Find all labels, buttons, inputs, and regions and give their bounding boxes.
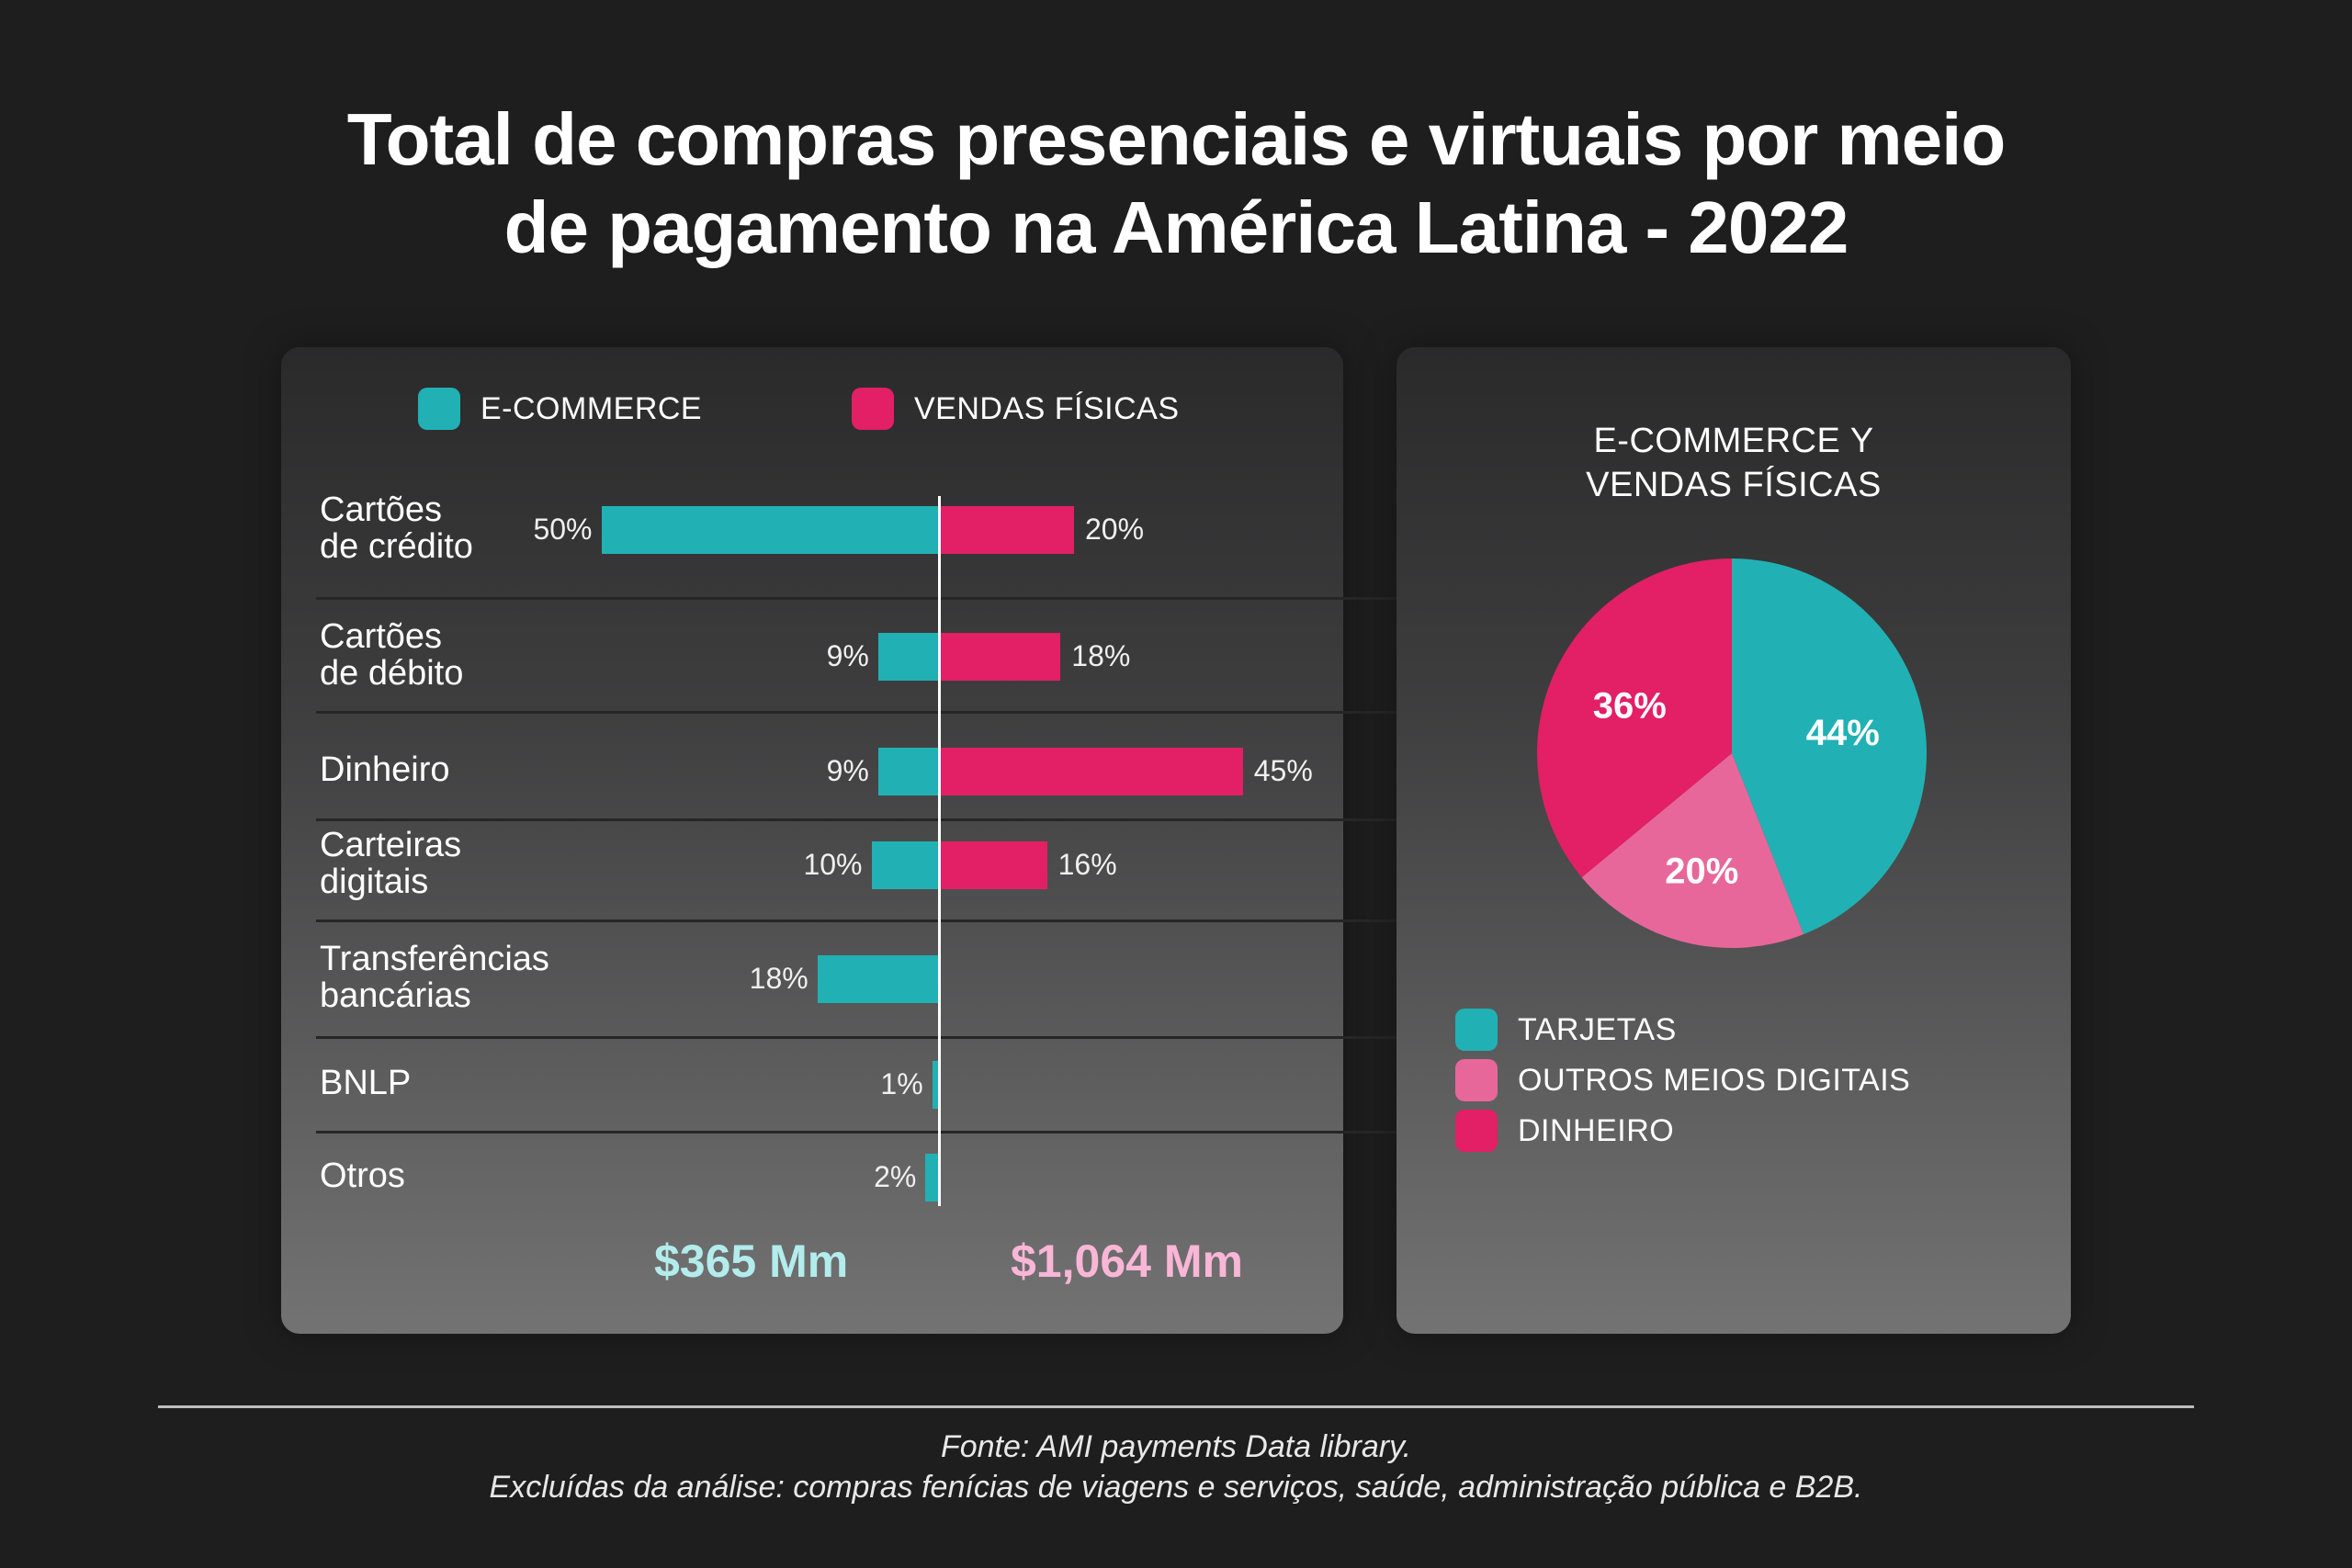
value-label-vendas-fisicas: 45% <box>1253 754 1313 787</box>
pie-slice-dinheiro <box>1537 558 1732 878</box>
pie-legend-swatch-outros-meios <box>1455 1059 1498 1101</box>
footer-divider <box>158 1405 2194 1408</box>
pie-slice-outros-meios <box>1581 753 1804 948</box>
value-label-ecommerce: 50% <box>533 513 593 546</box>
value-label-ecommerce: 18% <box>749 962 808 995</box>
value-label-ecommerce: 9% <box>826 754 869 787</box>
category-label: Transferências bancárias <box>320 940 549 1015</box>
bar-ecommerce <box>925 1154 939 1201</box>
legend-item-ecommerce: E-COMMERCE <box>418 388 702 430</box>
legend-label-vendas-fisicas: VENDAS FÍSICAS <box>914 390 1180 426</box>
category-label: Cartões de débito <box>320 617 464 693</box>
pie-slice-label: 44% <box>1806 713 1880 753</box>
row-separator <box>316 818 1589 821</box>
bar-ecommerce <box>877 633 939 681</box>
pie-slice-label: 36% <box>1593 686 1667 727</box>
category-label: Carteiras digitais <box>320 826 462 901</box>
row-separator <box>316 1036 1589 1039</box>
pie-legend-label-outros-meios: OUTROS MEIOS DIGITAIS <box>1518 1062 1911 1098</box>
bar-ecommerce <box>817 955 939 1003</box>
bar-vendas-fisicas <box>939 841 1047 889</box>
pie-legend-label-dinheiro: DINHEIRO <box>1518 1112 1675 1148</box>
pie-chart-title: E-COMMERCE Y VENDAS FÍSICAS <box>1396 419 2071 507</box>
row-separator <box>316 919 1589 922</box>
pie-legend-swatch-dinheiro <box>1455 1110 1498 1152</box>
category-label: Dinheiro <box>320 750 450 789</box>
total-vendas-fisicas: $1,064 Mm <box>1011 1235 1243 1287</box>
pie-title-line-2: VENDAS FÍSICAS <box>1586 466 1882 504</box>
pie-legend-swatch-tarjetas <box>1455 1009 1498 1051</box>
row-separator <box>316 711 1589 714</box>
legend-swatch-vendas-fisicas <box>852 388 894 430</box>
value-label-ecommerce: 9% <box>826 639 869 672</box>
page-title: Total de compras presenciais e virtuais … <box>0 96 2352 272</box>
value-label-ecommerce: 10% <box>803 848 863 881</box>
value-label-vendas-fisicas: 16% <box>1057 848 1117 881</box>
bar-ecommerce <box>932 1061 939 1109</box>
value-label-vendas-fisicas: 20% <box>1085 513 1145 546</box>
bar-vendas-fisicas <box>939 748 1243 795</box>
row-separator <box>316 1131 1589 1134</box>
value-label-vendas-fisicas: 18% <box>1071 639 1131 672</box>
bar-ecommerce <box>601 506 939 554</box>
pie-slice-tarjetas <box>1732 558 1927 935</box>
bar-vendas-fisicas <box>939 633 1061 681</box>
bar-vendas-fisicas <box>939 506 1074 554</box>
value-label-ecommerce: 2% <box>874 1160 917 1193</box>
legend-swatch-ecommerce <box>418 388 460 430</box>
pie-legend-item-tarjetas: TARJETAS <box>1455 1009 1677 1051</box>
pie-title-line-1: E-COMMERCE Y <box>1593 422 1874 460</box>
pie-legend-item-outros-meios: OUTROS MEIOS DIGITAIS <box>1455 1059 1910 1101</box>
bar-ecommerce <box>871 841 939 889</box>
pie-slice-label: 20% <box>1665 851 1738 891</box>
bar-chart-panel: E-COMMERCE VENDAS FÍSICAS Cartões de cré… <box>281 347 1589 1334</box>
pie-legend-label-tarjetas: TARJETAS <box>1518 1011 1677 1047</box>
category-label: Cartões de crédito <box>320 491 473 566</box>
footnote-source: Fonte: AMI payments Data library. <box>940 1429 1412 1464</box>
category-label: BNLP <box>320 1064 412 1102</box>
legend-label-ecommerce: E-COMMERCE <box>481 390 703 426</box>
legend-item-vendas-fisicas: VENDAS FÍSICAS <box>852 388 1180 430</box>
bar-ecommerce <box>877 748 939 795</box>
pie-chart-panel: E-COMMERCE Y VENDAS FÍSICAS 44% 20% 36% TA… <box>1396 347 2071 1334</box>
pie-legend-item-dinheiro: DINHEIRO <box>1455 1110 1674 1152</box>
center-axis-line <box>938 496 941 1206</box>
pie-chart: 44% 20% 36% <box>1537 558 1927 948</box>
title-line-1: Total de compras presenciais e virtuais … <box>346 98 2007 180</box>
category-label: Otros <box>320 1156 405 1195</box>
row-separator <box>316 597 1589 600</box>
title-line-2: de pagamento na América Latina - 2022 <box>503 186 1849 268</box>
value-label-ecommerce: 1% <box>880 1067 923 1100</box>
total-ecommerce: $365 Mm <box>654 1235 849 1287</box>
footnote-exclusions: Excluídas da análise: compras fenícias d… <box>489 1470 1863 1505</box>
